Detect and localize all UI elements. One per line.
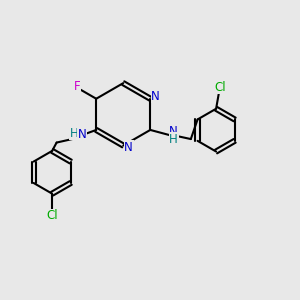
Text: N: N (124, 140, 133, 154)
Text: N: N (169, 125, 178, 138)
Text: N: N (77, 128, 86, 141)
Text: Cl: Cl (46, 209, 58, 223)
Text: N: N (151, 90, 160, 103)
Text: H: H (69, 127, 78, 140)
Text: F: F (74, 80, 80, 93)
Text: H: H (169, 133, 178, 146)
Text: Cl: Cl (214, 81, 226, 94)
